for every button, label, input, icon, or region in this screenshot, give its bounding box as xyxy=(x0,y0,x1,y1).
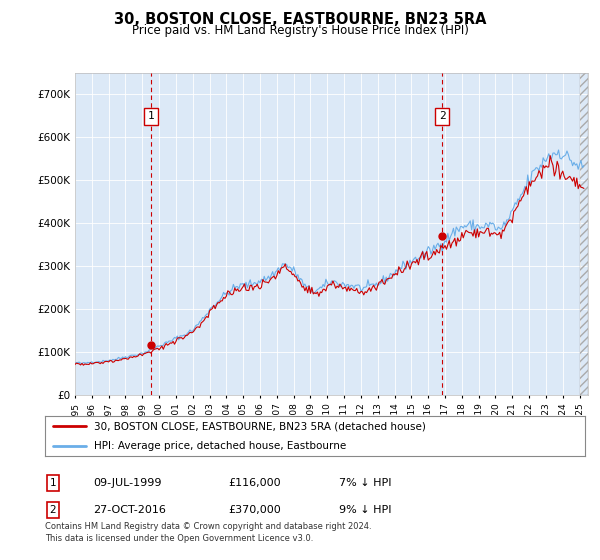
Text: HPI: Average price, detached house, Eastbourne: HPI: Average price, detached house, East… xyxy=(94,441,346,451)
Text: 09-JUL-1999: 09-JUL-1999 xyxy=(93,478,161,488)
Text: 2: 2 xyxy=(49,505,56,515)
Text: 7% ↓ HPI: 7% ↓ HPI xyxy=(339,478,391,488)
Text: 1: 1 xyxy=(49,478,56,488)
Text: Contains HM Land Registry data © Crown copyright and database right 2024.
This d: Contains HM Land Registry data © Crown c… xyxy=(45,522,371,543)
Text: 30, BOSTON CLOSE, EASTBOURNE, BN23 5RA: 30, BOSTON CLOSE, EASTBOURNE, BN23 5RA xyxy=(114,12,486,27)
Text: £370,000: £370,000 xyxy=(228,505,281,515)
Text: 30, BOSTON CLOSE, EASTBOURNE, BN23 5RA (detached house): 30, BOSTON CLOSE, EASTBOURNE, BN23 5RA (… xyxy=(94,421,425,431)
Text: 1: 1 xyxy=(148,111,154,122)
Text: Price paid vs. HM Land Registry's House Price Index (HPI): Price paid vs. HM Land Registry's House … xyxy=(131,24,469,37)
Text: 27-OCT-2016: 27-OCT-2016 xyxy=(93,505,166,515)
Text: 9% ↓ HPI: 9% ↓ HPI xyxy=(339,505,391,515)
Text: 2: 2 xyxy=(439,111,445,122)
Text: £116,000: £116,000 xyxy=(228,478,281,488)
